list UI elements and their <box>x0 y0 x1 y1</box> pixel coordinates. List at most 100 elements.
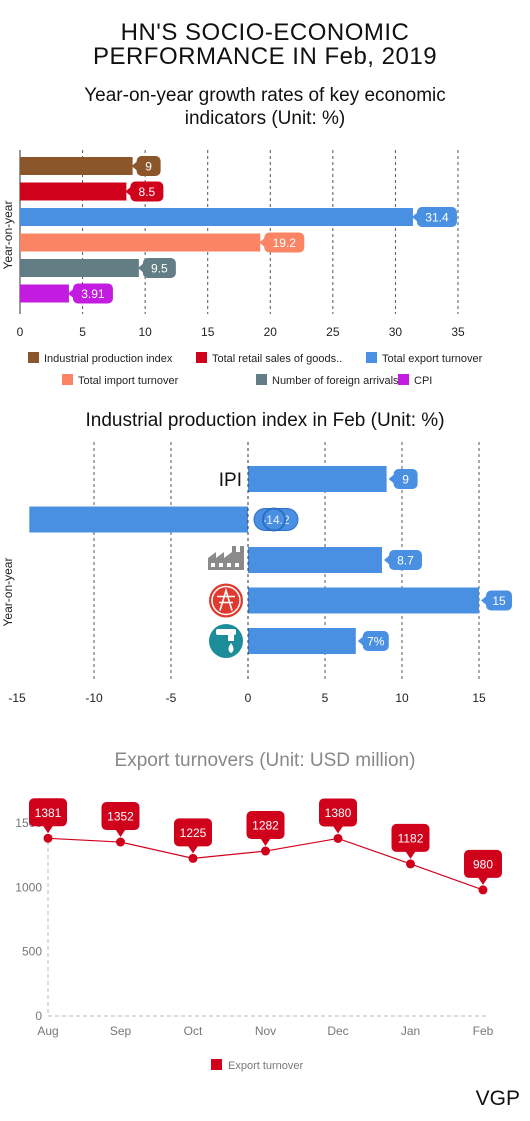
chart3-data-label-text: 1380 <box>325 806 352 820</box>
chart1-legend-item: Total import turnover <box>62 374 179 387</box>
chart1-x-tick-label: 5 <box>79 325 86 339</box>
chart2-bar <box>248 466 387 492</box>
chart3-data-label-box <box>101 802 140 831</box>
chart2-data-label-pointer <box>383 555 390 565</box>
chart3-data-label-box <box>29 798 67 827</box>
chart1-title-line1: Year-on-year growth rates of key economi… <box>84 85 446 106</box>
chart3-data-label-text: 980 <box>473 857 493 871</box>
chart2-bar <box>29 506 248 533</box>
chart1-bar <box>20 208 413 226</box>
chart1-legend-label: Number of foreign arrivals <box>272 375 399 387</box>
chart1-y-axis-label: Year-on-year <box>1 201 15 270</box>
chart3-data-label-box <box>464 849 502 878</box>
chart3-x-tick-label: Jan <box>401 1024 420 1038</box>
page-title-line2: PERFORMANCE IN Feb, 2019 <box>92 43 438 70</box>
chart3-x-tick-label: Oct <box>184 1024 203 1038</box>
chart1-bar <box>20 233 261 252</box>
mining-icon-ring <box>262 507 286 532</box>
footer-logo: VGP <box>475 1087 520 1110</box>
chart2-data-label-text: 7% <box>367 635 385 649</box>
power-tower-icon-ring <box>211 585 241 616</box>
ipi-chart: -15 -10 -5 0 5 10 15 Year-on-year 9 IPI -14.2 8.7 15… <box>1 442 512 705</box>
chart3-data-label-pointer <box>260 838 271 847</box>
chart3-y-tick-label: 500 <box>22 945 42 959</box>
chart2-x-tick-label: -5 <box>166 691 177 705</box>
chart3-data-label: 1182 <box>391 823 430 859</box>
chart2-data-label: 15 <box>481 590 512 611</box>
chart2-bar <box>248 547 382 573</box>
chart1-x-tick-label: 0 <box>17 325 24 339</box>
power-tower-icon-tower <box>217 587 235 611</box>
chart3-data-label: 1352 <box>101 802 140 838</box>
chart3-legend-label: Export turnover <box>228 1060 304 1072</box>
chart1-data-label: 19.2 <box>259 232 305 253</box>
chart1-x-tick-label: 20 <box>264 325 278 339</box>
chart1-title: Year-on-year growth rates of key economi… <box>0 84 530 130</box>
chart1-data-label-text: 3.91 <box>81 287 105 301</box>
chart1-legend-label: Total export turnover <box>382 353 483 365</box>
chart1-bar <box>20 284 69 303</box>
chart1-legend-item: Total export turnover <box>366 352 483 365</box>
chart2-data-label: 7% <box>357 631 389 651</box>
chart3-point <box>188 853 198 863</box>
chart1-legend-item: Total retail sales of goods.. <box>196 352 342 365</box>
chart3-data-label: 1282 <box>246 811 285 847</box>
chart3-data-label-text: 1352 <box>107 810 134 824</box>
chart2-x-tick-label: 5 <box>322 691 329 705</box>
chart3-data-label: 1225 <box>174 818 212 854</box>
chart1-x-tick-label: 35 <box>451 325 465 339</box>
chart2-x-tick-label: 10 <box>395 691 409 705</box>
chart2-bar <box>248 587 479 614</box>
chart1-data-label-pointer <box>411 212 418 222</box>
chart2-data-label-text: 8.7 <box>397 554 414 568</box>
chart1-data-label-box <box>142 258 176 278</box>
chart3-point <box>406 859 415 869</box>
chart1-data-label: 31.4 <box>411 207 457 227</box>
chart1-bar <box>20 182 127 201</box>
chart2-data-label-text: 15 <box>492 594 506 608</box>
chart3-point <box>261 846 270 856</box>
chart2-data-label-box <box>388 550 422 570</box>
chart1-data-label-box <box>264 232 305 253</box>
chart3-x-tick-label: Aug <box>37 1024 58 1038</box>
chart2-data-label-box <box>393 469 418 489</box>
chart3-legend-swatch <box>211 1059 222 1070</box>
chart1-legend-label: CPI <box>414 375 432 387</box>
chart1-data-label-pointer <box>131 161 138 171</box>
chart3-y-tick-label: 1000 <box>15 880 42 894</box>
factory-icon-window <box>211 563 215 567</box>
chart1-data-label-text: 9 <box>145 160 152 174</box>
chart2-y-axis-label: Year-on-year <box>1 558 15 627</box>
chart1-legend: Industrial production index Total retail … <box>28 352 483 387</box>
chart3-legend: Export turnover <box>211 1059 304 1072</box>
chart1-data-label-text: 9.5 <box>151 262 168 276</box>
page-title-line1: HN'S SOCIO-ECONOMIC <box>120 19 410 46</box>
chart3-point <box>116 837 125 847</box>
chart1-x-tick-label: 25 <box>326 325 340 339</box>
power-tower-icon-disc <box>209 583 243 618</box>
chart3-data-label-text: 1182 <box>398 831 424 845</box>
chart2-data-label-text: -14.2 <box>262 513 290 527</box>
chart1-legend-item: CPI <box>398 374 432 387</box>
growth-rates-chart: 0 5 10 15 20 25 30 35 Year-on-year 9 8.5 31.4 19.2 9.… <box>1 150 483 387</box>
chart1-data-label-pointer <box>259 237 266 248</box>
chart2-data-label-text: 9 <box>402 473 409 487</box>
chart1-x-tick-label: 15 <box>201 325 215 339</box>
chart3-data-label-pointer <box>333 825 343 834</box>
chart1-data-label-text: 19.2 <box>273 236 297 250</box>
chart1-data-label-text: 8.5 <box>139 185 156 199</box>
chart1-legend-item: Number of foreign arrivals <box>256 374 399 387</box>
chart1-data-label-pointer <box>67 288 74 299</box>
chart2-x-tick-label: 15 <box>472 691 486 705</box>
water-tap-icon-neck <box>228 629 234 641</box>
chart3-title: Export turnovers (Unit: USD million) <box>114 750 416 771</box>
chart3-data-label: 1380 <box>319 798 357 834</box>
chart1-bar <box>20 157 133 175</box>
factory-icon-window <box>227 563 231 567</box>
chart1-data-label-box <box>130 181 164 202</box>
chart3-data-label: 980 <box>464 849 502 885</box>
chart2-data-label: 9 <box>388 469 418 489</box>
chart1-data-label-box <box>416 207 457 227</box>
chart1-legend-swatch <box>196 352 207 363</box>
